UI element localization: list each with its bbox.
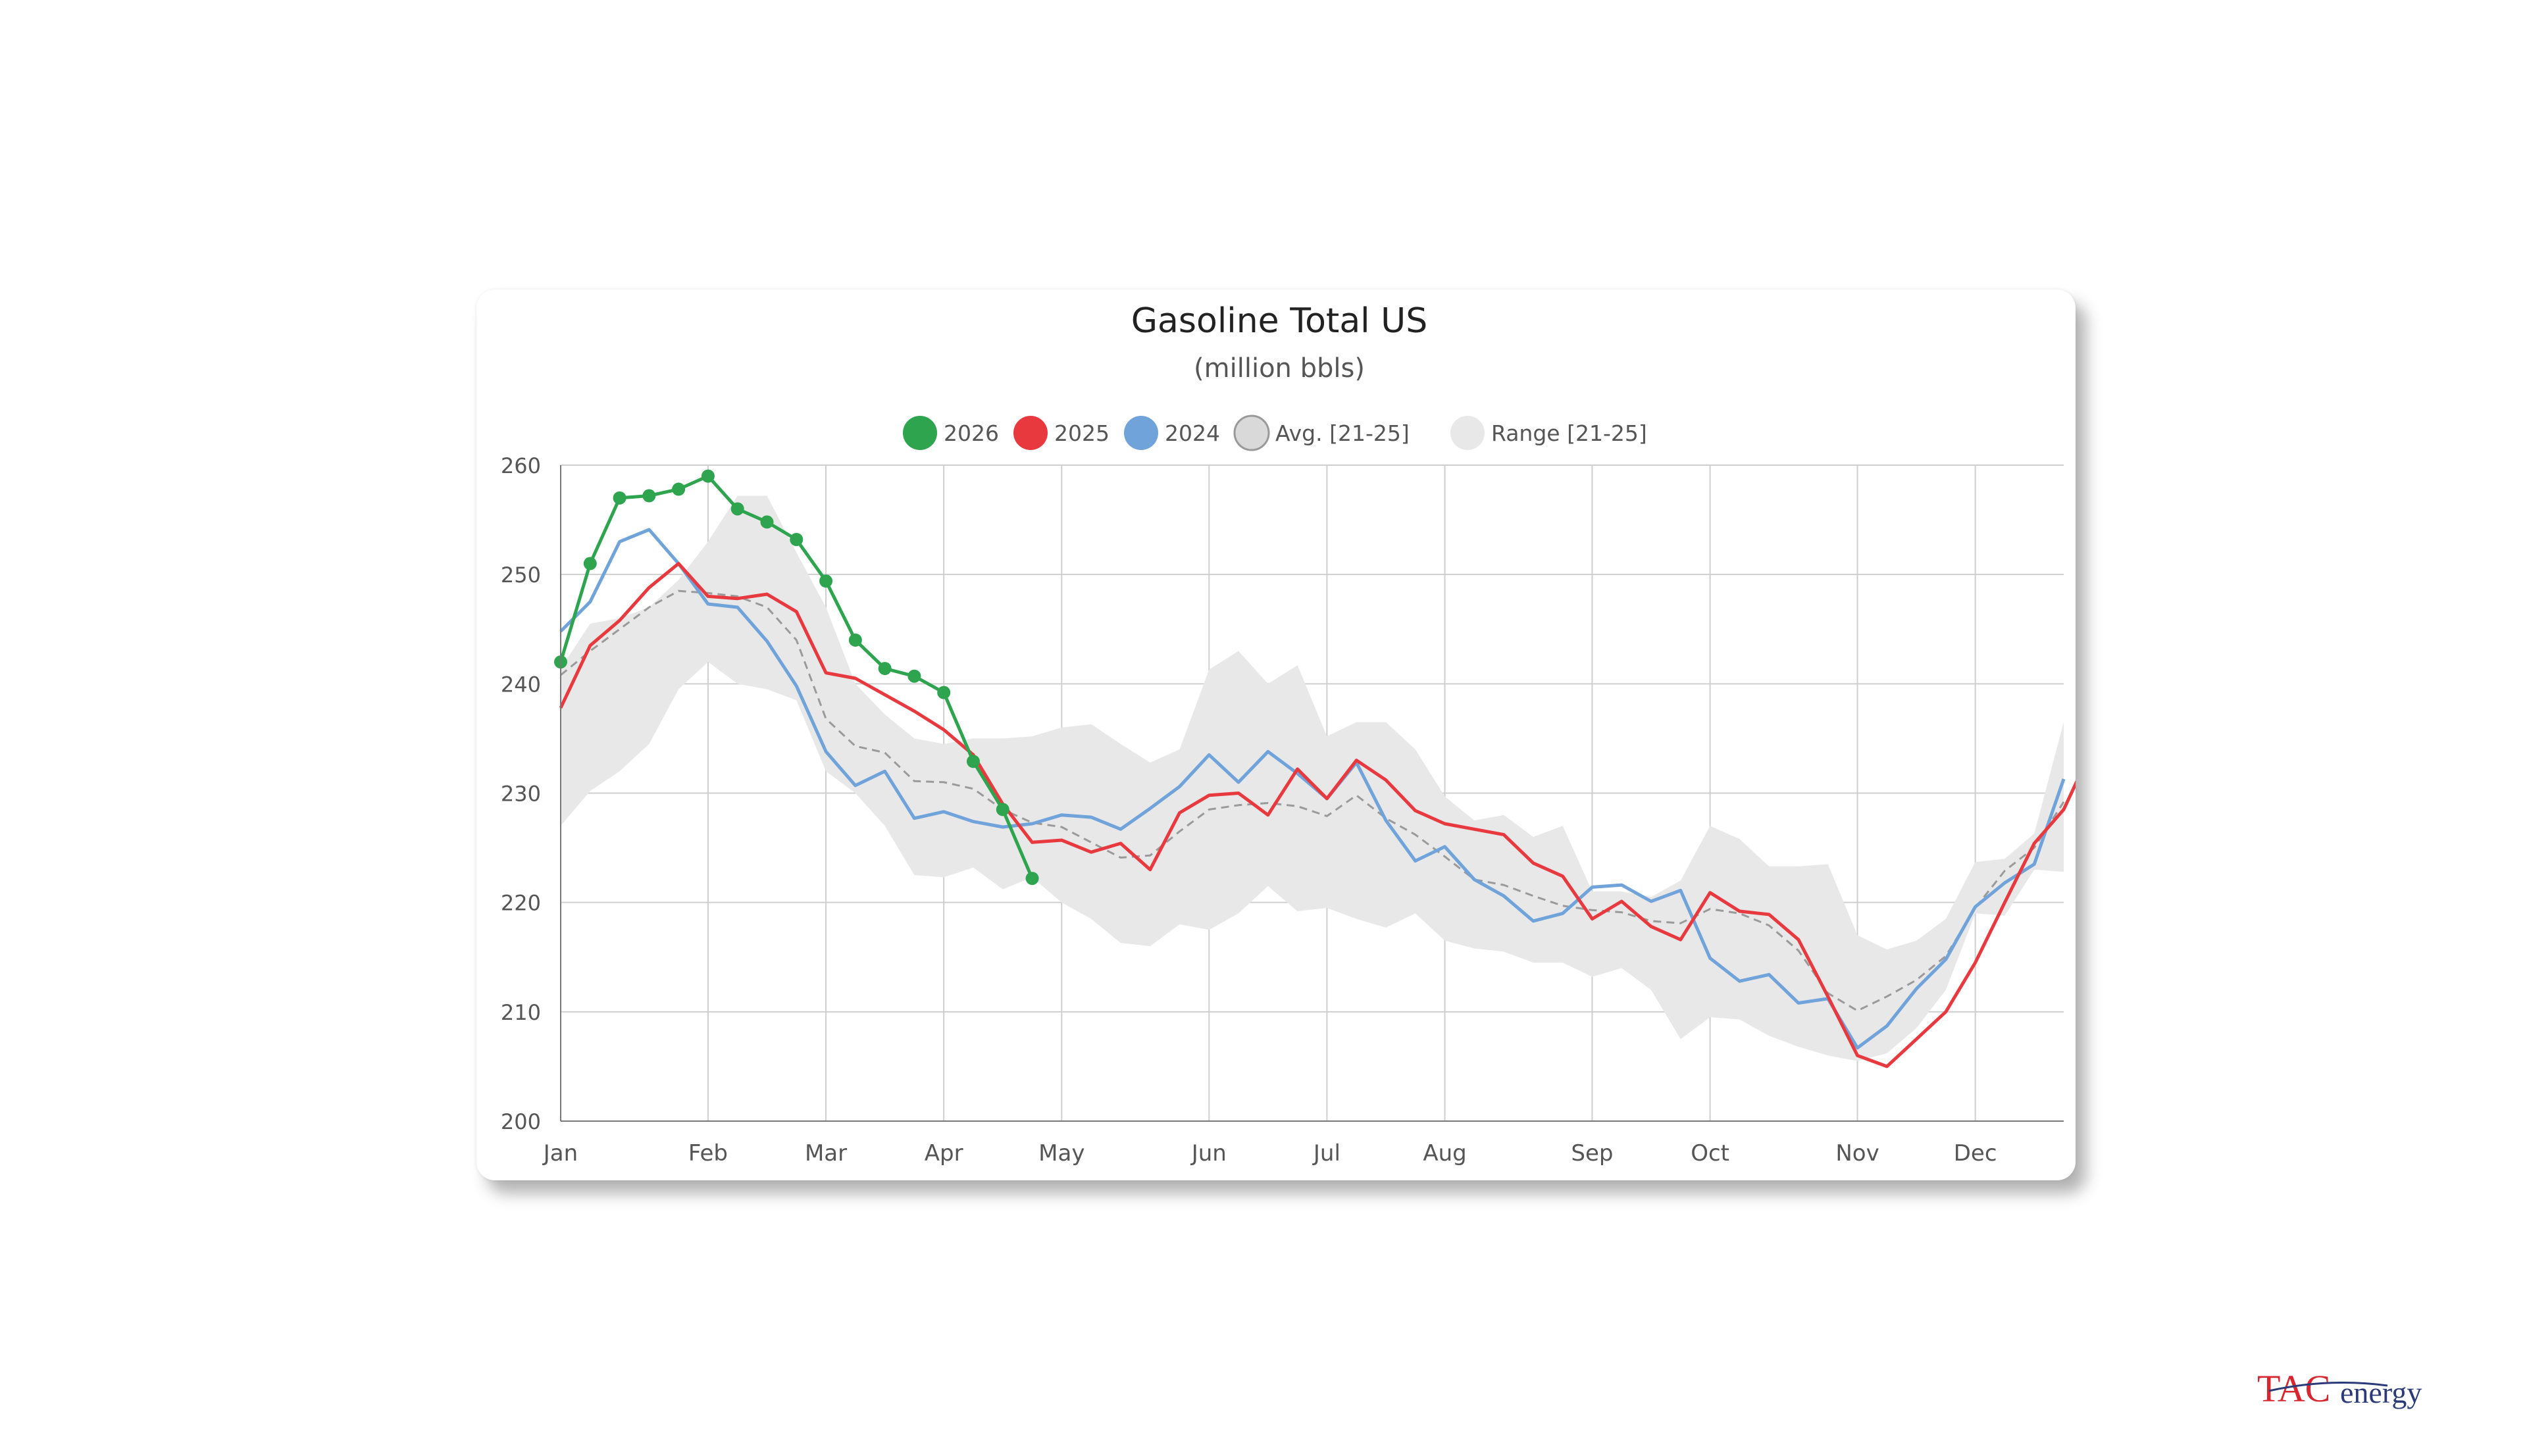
series-line-2025 (559, 562, 2076, 1068)
series-line-avg-21-25 (560, 590, 2065, 1012)
y-tick-label: 240 (501, 672, 541, 697)
point-2026 (613, 491, 626, 505)
y-tick-label: 220 (501, 891, 541, 916)
range-band (561, 495, 2064, 1061)
chart-title: Gasoline Total US (1131, 301, 1427, 341)
legend-label: Range [21-25] (1491, 420, 1647, 446)
x-tick-label: Dec (1954, 1140, 1997, 1167)
chart-subtitle: (million bbls) (1194, 353, 1365, 384)
point-2026 (642, 489, 656, 503)
x-tick-label: Sep (1571, 1140, 1613, 1167)
logo-energy-text: energy (2340, 1376, 2422, 1409)
x-tick-label: Feb (688, 1140, 728, 1167)
tac-energy-logo: TAC energy (2257, 1367, 2422, 1410)
x-tick-label: May (1038, 1140, 1085, 1167)
point-2026 (878, 662, 892, 676)
y-tick-label: 230 (501, 782, 541, 807)
legend: 2026 2025 2024 Avg. [21-25] Range [21-25] (903, 414, 1647, 451)
point-2026 (907, 669, 921, 683)
x-tick-label: Aug (1423, 1140, 1466, 1167)
point-2026 (672, 482, 686, 496)
range-band-area (561, 495, 2064, 1061)
legend-label: Avg. [21-25] (1275, 420, 1410, 446)
point-2026 (730, 502, 744, 516)
point-2026 (937, 686, 951, 699)
legend-label: 2025 (1054, 420, 1110, 446)
x-tick-label: Jun (1190, 1140, 1227, 1167)
logo-swoosh-icon (2268, 1382, 2388, 1392)
point-2026 (760, 515, 774, 529)
legend-swatch (1450, 416, 1485, 450)
x-tick-label: Jan (542, 1140, 578, 1167)
chart-card: Gasoline Total US (million bbls) 2026 202… (476, 289, 2076, 1180)
x-tick-label: Apr (925, 1140, 963, 1167)
y-tick-label: 210 (501, 1000, 541, 1025)
point-2026 (583, 557, 597, 570)
point-2026 (996, 803, 1009, 816)
legend-swatch (1233, 414, 1270, 451)
x-tick-label: Nov (1835, 1140, 1879, 1167)
x-tick-label: Mar (805, 1140, 847, 1167)
x-tick-label: Jul (1312, 1140, 1340, 1167)
logo-tac-text: TAC (2257, 1367, 2330, 1410)
point-2026 (966, 755, 980, 768)
axes: 200 210 220 230 240 250 260 Jan Feb Mar Apr May Jun J… (501, 453, 2064, 1167)
point-2026 (790, 532, 804, 546)
legend-swatch (1013, 416, 1048, 450)
series-lines (554, 469, 2076, 1068)
y-tick-label: 260 (501, 453, 541, 478)
point-2026 (1025, 872, 1039, 886)
point-2026 (848, 633, 862, 647)
legend-label: 2024 (1165, 420, 1220, 446)
x-tick-label: Oct (1691, 1140, 1729, 1167)
legend-swatch (903, 416, 937, 450)
point-2026 (701, 469, 715, 483)
legend-label: 2026 (944, 420, 999, 446)
point-2026 (819, 574, 833, 588)
chart: Gasoline Total US (million bbls) 2026 202… (501, 301, 2076, 1167)
y-tick-label: 250 (501, 563, 541, 588)
legend-swatch (1124, 416, 1158, 450)
y-tick-label: 200 (501, 1109, 541, 1134)
